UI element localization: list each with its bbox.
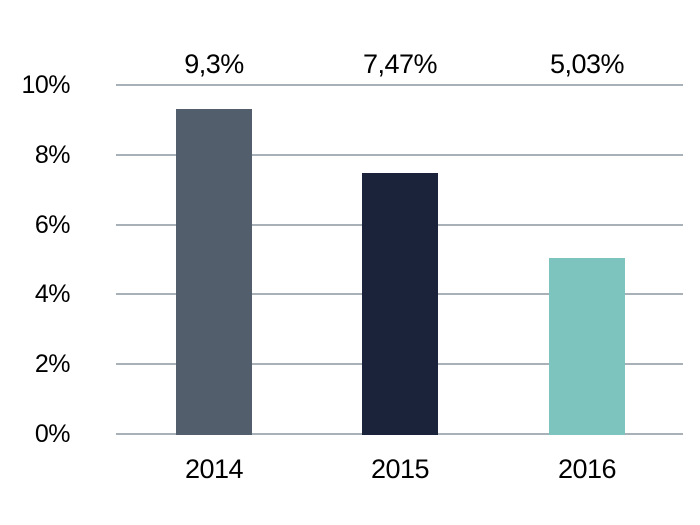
bar-value-label: 7,47% bbox=[362, 49, 438, 79]
bar-2016 bbox=[549, 258, 625, 435]
x-axis-tick-label: 2014 bbox=[184, 454, 244, 484]
bar-2015 bbox=[362, 173, 438, 435]
y-axis-tick-label: 6% bbox=[34, 210, 71, 239]
bar-value-label: 9,3% bbox=[184, 49, 244, 79]
gridline-8pct bbox=[116, 153, 683, 156]
y-axis-tick-label: 4% bbox=[34, 280, 71, 309]
bar-value-label: 5,03% bbox=[549, 49, 625, 79]
x-axis-tick-label: 2015 bbox=[370, 454, 430, 484]
y-axis-tick-label: 0% bbox=[34, 420, 71, 448]
y-axis-tick-label: 8% bbox=[34, 140, 71, 169]
y-axis-tick-label: 10% bbox=[21, 71, 70, 99]
bar-2014 bbox=[176, 109, 252, 435]
x-axis-tick-label: 2016 bbox=[557, 454, 617, 484]
y-axis-tick-label: 2% bbox=[34, 350, 71, 379]
gridline-10pct bbox=[116, 84, 683, 86]
